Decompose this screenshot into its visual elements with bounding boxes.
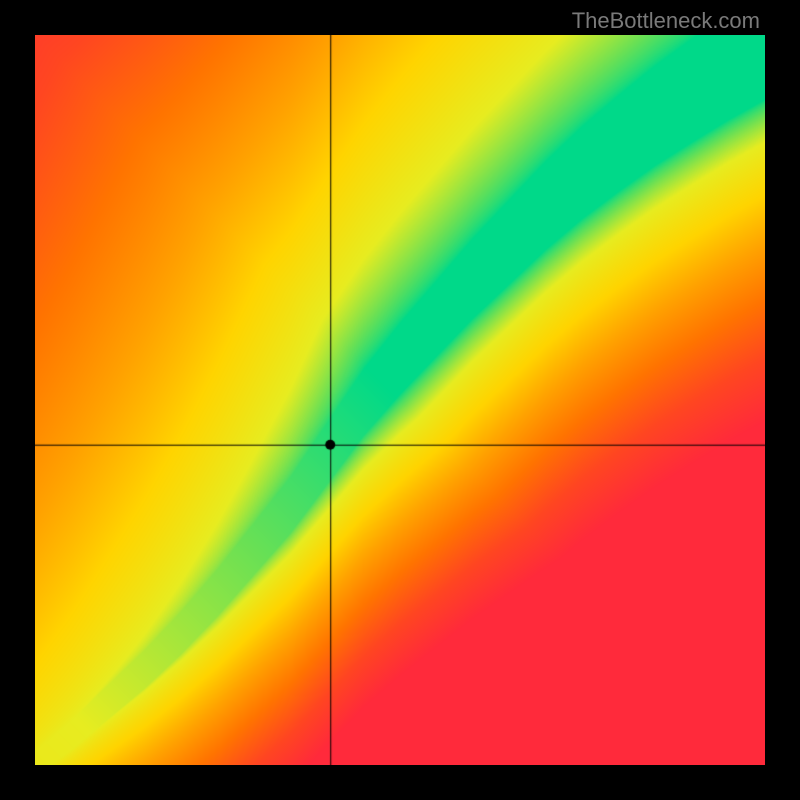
- heatmap-canvas: [35, 35, 765, 765]
- watermark-text: TheBottleneck.com: [572, 8, 760, 34]
- bottleneck-heatmap: [35, 35, 765, 765]
